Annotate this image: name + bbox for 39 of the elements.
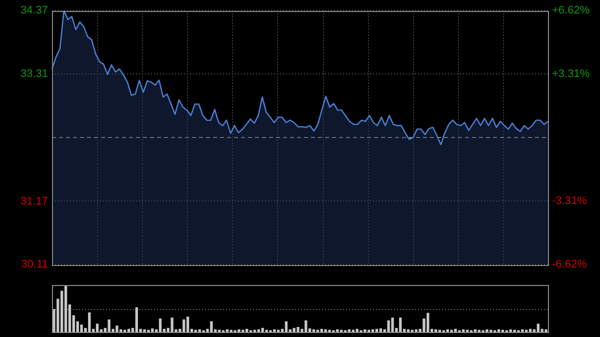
bar [391, 318, 394, 332]
bar [544, 329, 548, 332]
bar [182, 319, 186, 332]
bar [116, 326, 118, 332]
bar [88, 312, 91, 332]
y-tick-label: 31.17 [20, 195, 48, 208]
bar [454, 328, 457, 332]
bar [143, 329, 146, 332]
bar [356, 328, 358, 332]
bar [486, 329, 488, 332]
bar [170, 318, 174, 332]
bar [64, 285, 68, 332]
bar [158, 318, 162, 332]
bar [304, 320, 308, 332]
bar [210, 321, 213, 332]
bar [399, 318, 402, 332]
y2-tick-label: -3.31% [552, 194, 588, 207]
y-tick-label: 33.31 [20, 68, 48, 80]
bar [80, 324, 83, 332]
y2-tick-label: +6.62% [552, 4, 590, 17]
bar [364, 329, 366, 332]
bar [296, 326, 300, 332]
bar [238, 329, 240, 332]
bar [135, 307, 138, 332]
y2-tick-label: -6.62% [552, 258, 588, 270]
bar [292, 328, 296, 332]
bar [261, 328, 264, 332]
bar [96, 324, 99, 332]
bar [108, 319, 110, 332]
bar [379, 328, 382, 332]
bar [426, 312, 430, 332]
bar [151, 328, 154, 332]
y-tick-label: 30.11 [21, 258, 48, 270]
bar [186, 316, 190, 332]
y-tick-label: 34.37 [20, 4, 48, 17]
y2-tick-label: +3.31% [552, 68, 590, 80]
bar [536, 324, 540, 332]
bar [387, 320, 390, 332]
bar [284, 321, 288, 332]
